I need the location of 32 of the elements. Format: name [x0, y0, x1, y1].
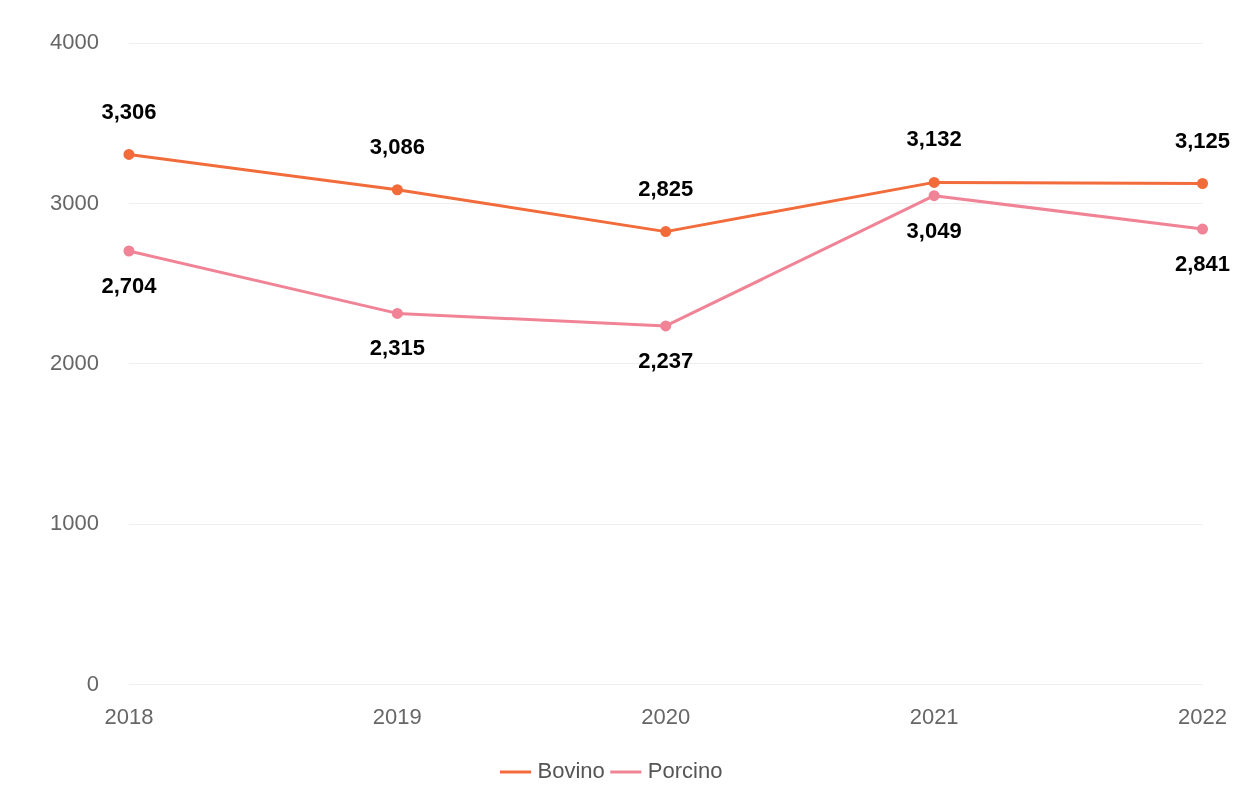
data-label: 2,825 [638, 175, 694, 201]
y-tick-label: 4000 [49, 29, 99, 55]
y-tick-label: 3000 [49, 189, 99, 215]
data-label: 3,306 [101, 98, 157, 124]
x-tick-label: 2019 [372, 703, 422, 729]
point [928, 190, 940, 202]
point [928, 176, 940, 188]
legend-label: Porcino [647, 758, 723, 784]
point [660, 320, 672, 332]
data-label: 2,237 [638, 347, 694, 373]
x-tick-label: 2021 [909, 703, 959, 729]
data-label: 3,132 [906, 126, 962, 152]
point [123, 245, 135, 257]
x-tick-label: 2022 [1178, 703, 1228, 729]
data-label: 2,841 [1175, 251, 1231, 277]
y-tick-label: 1000 [49, 510, 99, 536]
data-label: 3,049 [906, 217, 962, 243]
data-label: 2,704 [101, 273, 158, 299]
point [391, 184, 403, 196]
point [660, 226, 672, 238]
data-label: 2,315 [369, 335, 425, 361]
point [123, 148, 135, 160]
y-tick-label: 0 [86, 670, 99, 696]
point [391, 307, 403, 319]
legend-label: Bovino [537, 758, 605, 784]
y-tick-label: 2000 [49, 349, 99, 375]
data-label: 3,086 [369, 133, 425, 159]
point [1197, 178, 1209, 190]
x-tick-label: 2018 [104, 703, 154, 729]
data-label: 3,125 [1175, 127, 1231, 153]
point [1197, 223, 1209, 235]
x-tick-label: 2020 [641, 703, 691, 729]
